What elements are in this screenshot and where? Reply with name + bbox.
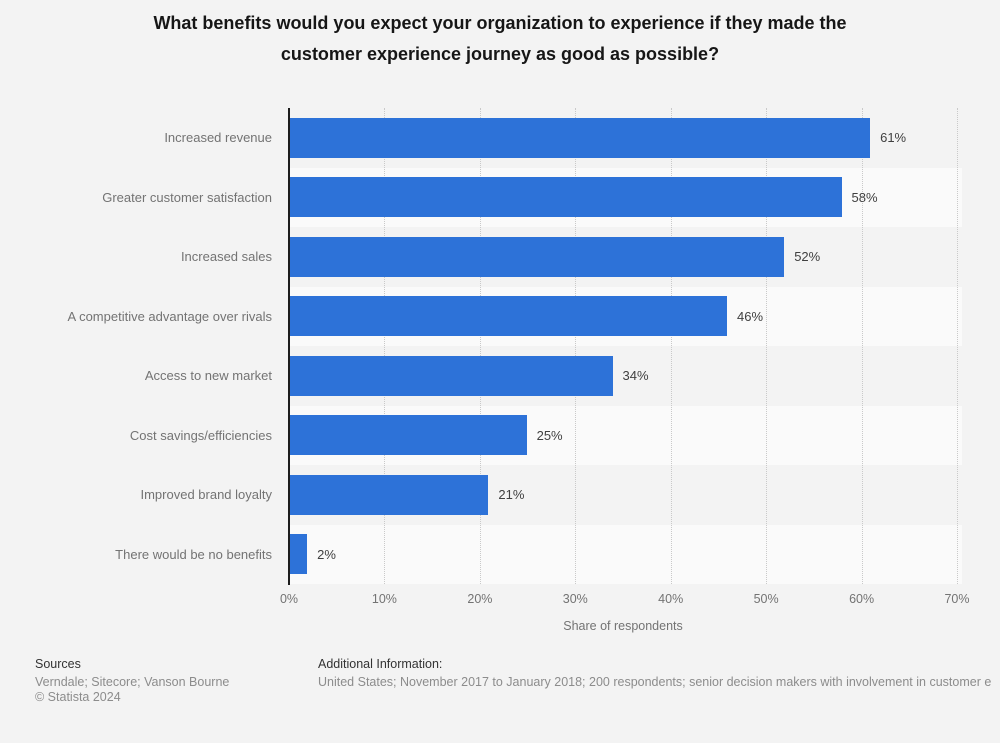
copyright-text: © Statista 2024 xyxy=(35,690,121,704)
bar[interactable] xyxy=(288,236,785,277)
category-label: There would be no benefits xyxy=(115,546,272,562)
chart-title-line2: customer experience journey as good as p… xyxy=(280,44,720,64)
bar-row: There would be no benefits 2% xyxy=(0,524,962,584)
bar-value-label: 25% xyxy=(536,427,563,443)
bar-value-label: 21% xyxy=(498,487,525,503)
bar-value-label: 46% xyxy=(737,308,764,324)
category-label: A competitive advantage over rivals xyxy=(67,308,273,324)
bar[interactable] xyxy=(288,117,871,158)
row-plot-area: 21% xyxy=(288,465,962,525)
row-plot-area: 46% xyxy=(288,286,962,346)
row-plot-area: 25% xyxy=(288,405,962,465)
sources-text: Verndale; Sitecore; Vanson Bourne xyxy=(35,674,230,689)
row-plot-area: 58% xyxy=(288,167,962,227)
sources-heading: Sources xyxy=(35,657,81,671)
bar-value-label: 2% xyxy=(317,546,336,562)
x-axis-ticks: 0% 10% 20% 30% 40% 50% 60% 70% xyxy=(280,592,970,608)
bar[interactable] xyxy=(288,534,308,575)
bar-row: Access to new market 34% xyxy=(0,346,962,406)
row-plot-area: 52% xyxy=(288,227,962,287)
bar-row: A competitive advantage over rivals 46% xyxy=(0,286,962,346)
x-tick-label: 70% xyxy=(944,592,970,606)
category-label: Increased revenue xyxy=(164,130,272,146)
x-axis-title: Share of respondents xyxy=(563,619,683,633)
x-tick-label: 60% xyxy=(849,592,875,606)
x-tick-label: 30% xyxy=(562,592,588,606)
category-label: Cost savings/efficiencies xyxy=(129,427,272,443)
bar-row: Improved brand loyalty 21% xyxy=(0,465,962,525)
x-tick-label: 20% xyxy=(467,592,493,606)
bar-row: Increased sales 52% xyxy=(0,227,962,287)
category-label: Increased sales xyxy=(180,249,272,265)
bar-value-label: 61% xyxy=(880,130,907,146)
row-plot-area: 61% xyxy=(288,108,962,168)
category-label: Access to new market xyxy=(144,368,272,384)
row-plot-area: 34% xyxy=(288,346,962,406)
bar-row: Increased revenue 61% xyxy=(0,108,962,168)
x-tick-label: 40% xyxy=(658,592,684,606)
chart-title: What benefits would you expect your orga… xyxy=(0,8,1000,70)
bar[interactable] xyxy=(288,355,613,396)
category-label: Greater customer satisfaction xyxy=(102,189,272,205)
additional-info-text: United States; November 2017 to January … xyxy=(318,674,992,689)
bar-value-label: 58% xyxy=(851,189,878,205)
x-tick-label: 0% xyxy=(279,592,299,606)
x-tick-label: 10% xyxy=(371,592,397,606)
footer-additional-block: Additional Information: United States; N… xyxy=(318,657,1000,690)
footer-sources-block: Sources Verndale; Sitecore; Vanson Bourn… xyxy=(35,657,229,706)
bar-row: Greater customer satisfaction 58% xyxy=(0,167,962,227)
bar[interactable] xyxy=(288,474,489,515)
bar-value-label: 34% xyxy=(622,368,649,384)
bar[interactable] xyxy=(288,177,842,218)
bar-rows: Increased revenue 61% Greater customer sat… xyxy=(0,108,962,584)
y-axis-line xyxy=(288,108,290,585)
chart-title-line1: What benefits would you expect your orga… xyxy=(153,13,847,33)
additional-info-heading: Additional Information: xyxy=(318,657,443,671)
category-label: Improved brand loyalty xyxy=(140,487,272,503)
bar-value-label: 52% xyxy=(794,249,821,265)
row-plot-area: 2% xyxy=(288,524,962,584)
bar[interactable] xyxy=(288,296,727,337)
x-tick-label: 50% xyxy=(753,592,779,606)
bar[interactable] xyxy=(288,415,527,456)
bar-row: Cost savings/efficiencies 25% xyxy=(0,405,962,465)
